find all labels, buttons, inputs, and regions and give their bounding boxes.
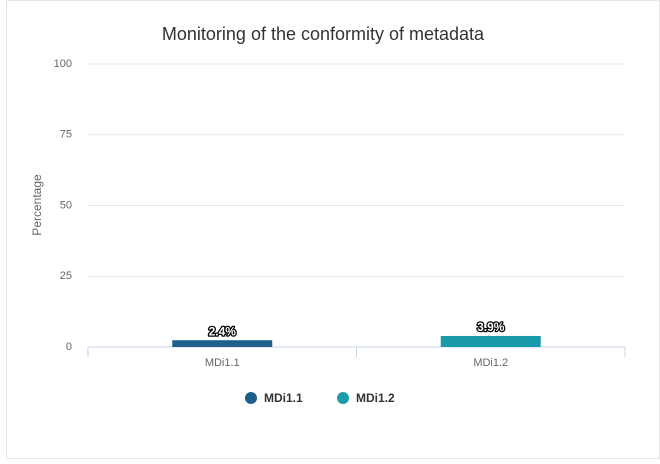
legend-label: MDi1.2 bbox=[356, 391, 395, 405]
bar bbox=[172, 340, 273, 347]
data-label: 2.4% bbox=[209, 324, 237, 338]
x-tick-label: MDi1.1 bbox=[205, 357, 240, 369]
legend-label: MDi1.1 bbox=[264, 391, 303, 405]
y-tick-label: 50 bbox=[60, 199, 72, 211]
chart-border bbox=[6, 0, 660, 459]
x-tick-label: MDi1.2 bbox=[473, 357, 508, 369]
y-tick-label: 100 bbox=[54, 58, 72, 70]
legend-marker bbox=[245, 392, 257, 404]
y-tick-label: 75 bbox=[60, 129, 72, 141]
chart-title: Monitoring of the conformity of metadata bbox=[162, 24, 485, 44]
bar bbox=[440, 335, 541, 347]
y-tick-label: 25 bbox=[60, 270, 72, 282]
y-axis-label: Percentage bbox=[30, 174, 44, 236]
data-label: 3.9% bbox=[477, 320, 505, 334]
y-tick-label: 0 bbox=[66, 341, 72, 353]
legend-marker bbox=[337, 392, 349, 404]
